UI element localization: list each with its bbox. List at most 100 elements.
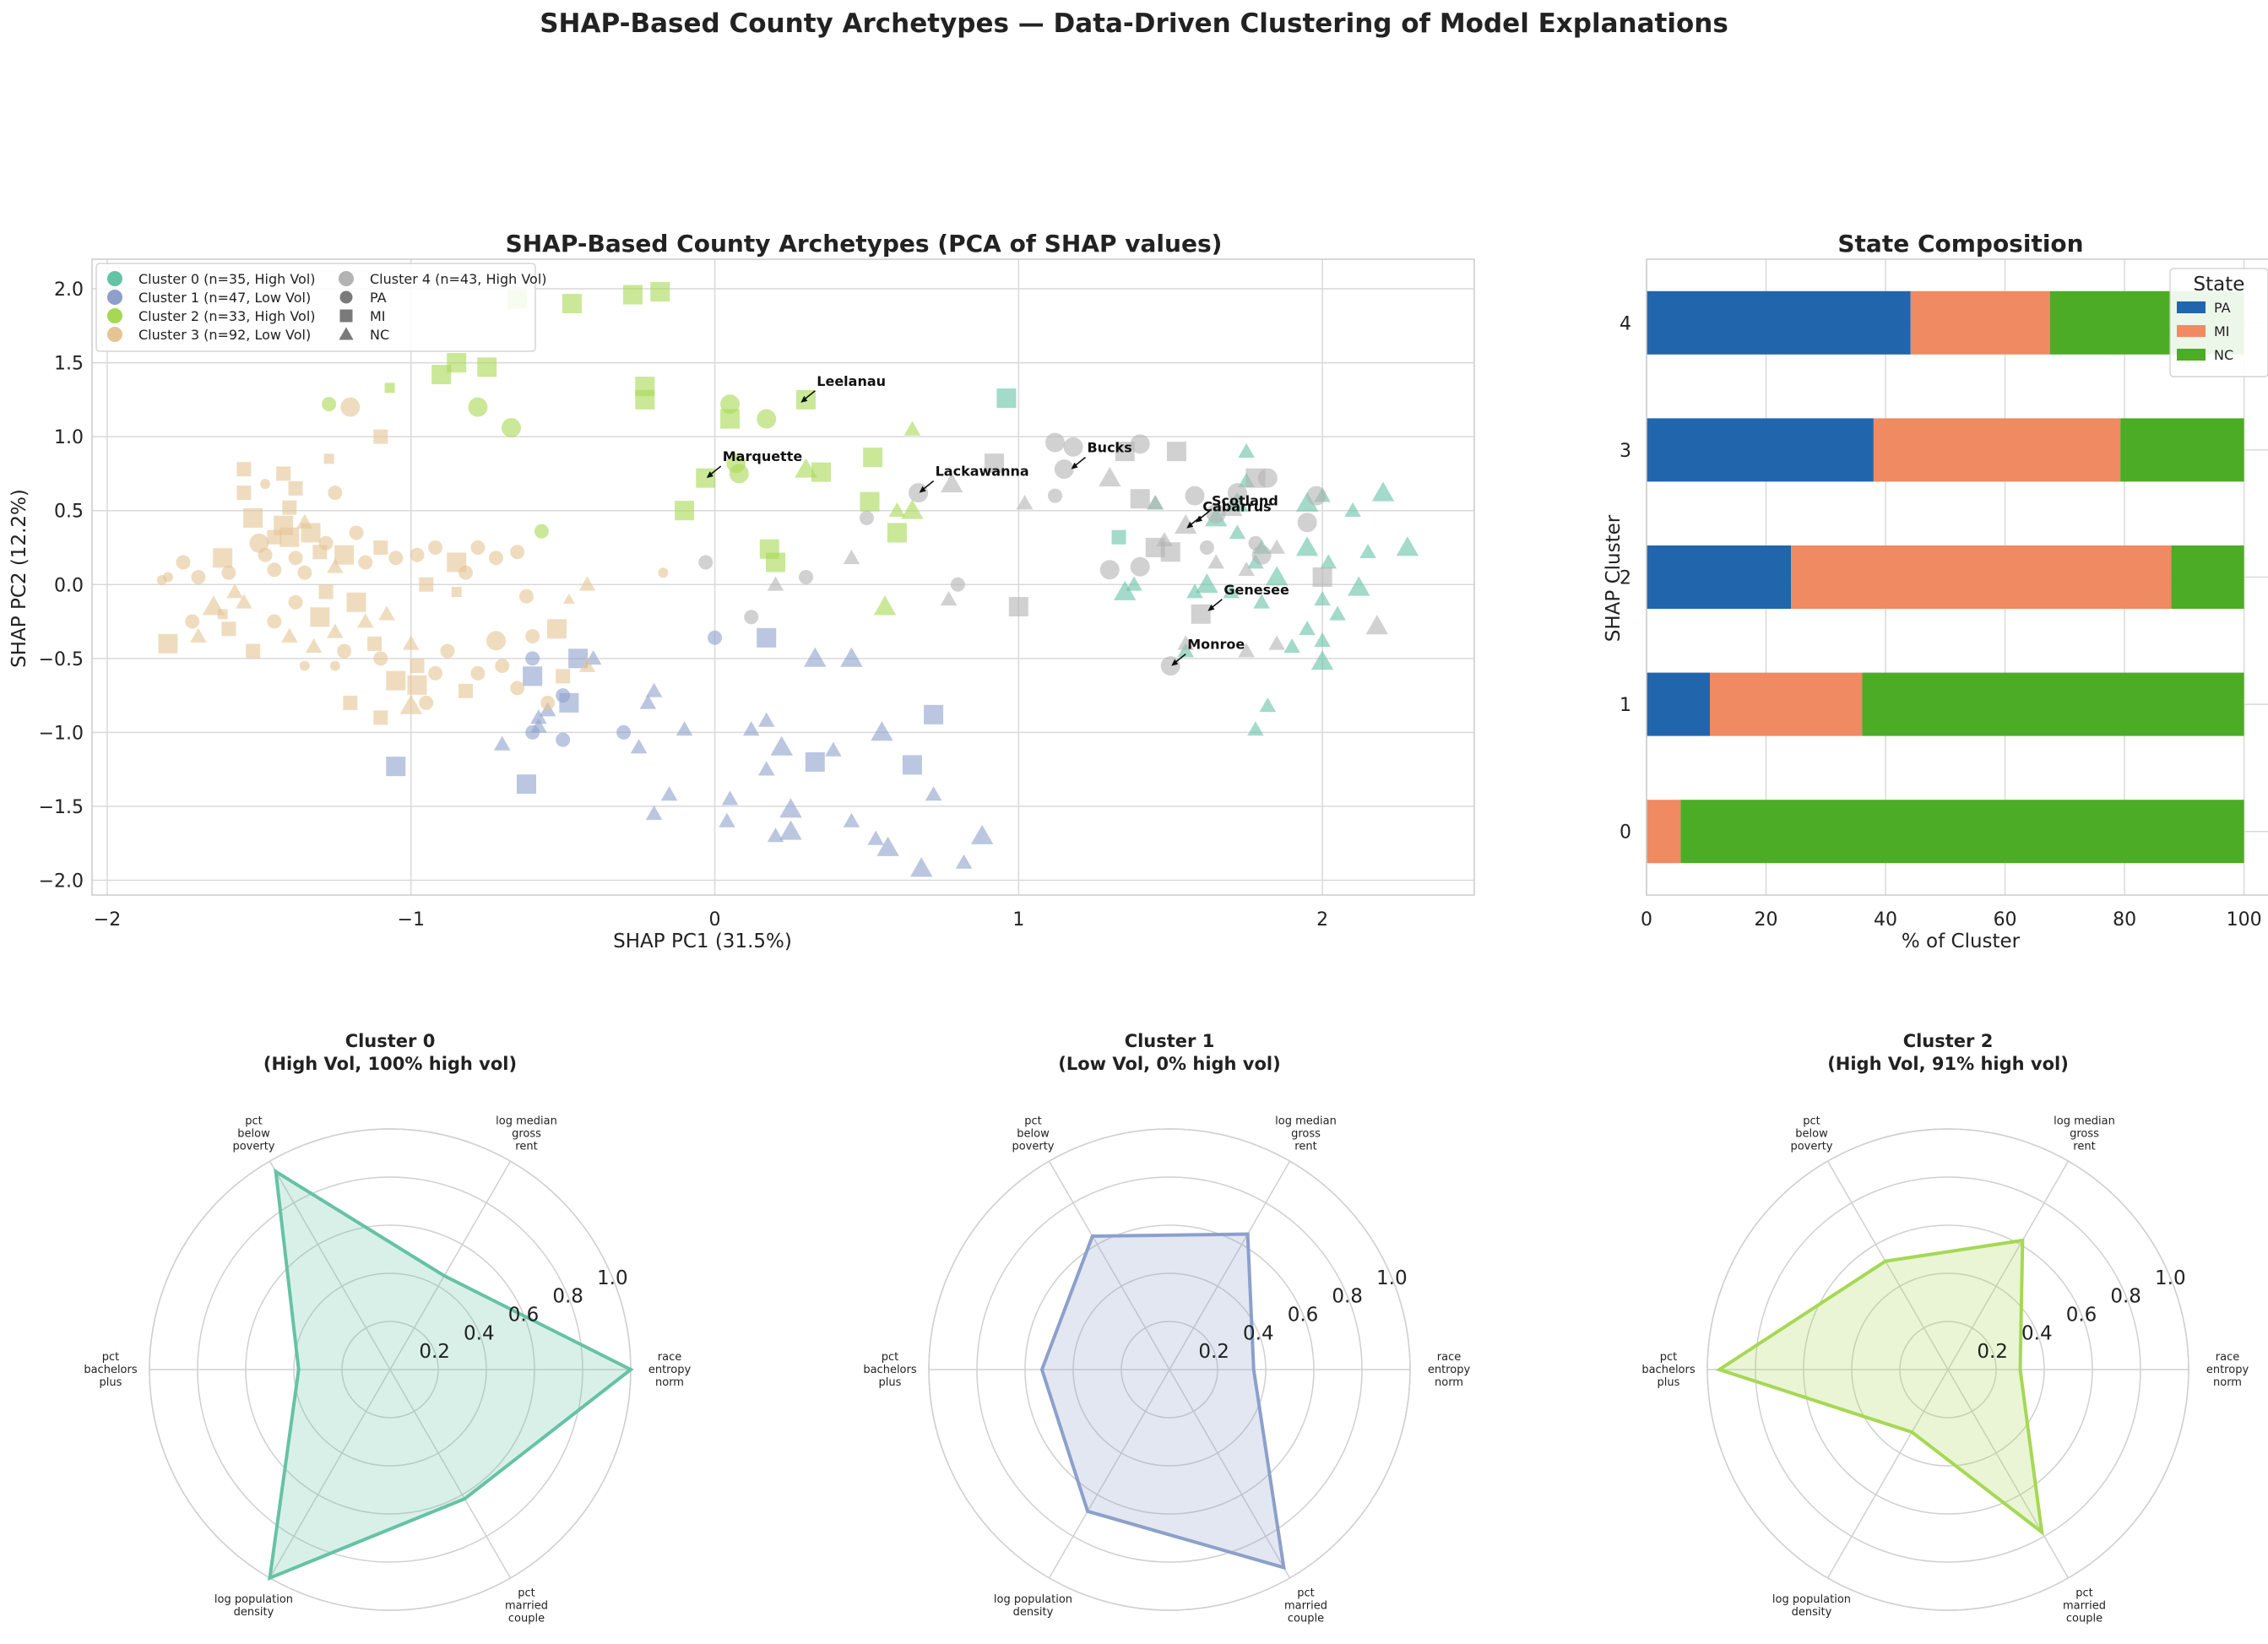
scatter-point <box>419 695 434 710</box>
composition-legend-swatch <box>2177 325 2206 337</box>
scatter-point <box>1314 632 1331 648</box>
scatter-point <box>489 551 504 566</box>
scatter-point <box>447 353 467 373</box>
scatter-point <box>384 383 395 393</box>
composition-xtick-label: 40 <box>1874 909 1897 931</box>
scatter-point <box>696 468 716 488</box>
composition-ticks: 0 20 40 60 80 100 0 1 2 3 4 <box>1620 313 2262 931</box>
composition-bar-segment <box>1910 290 2050 355</box>
composition-xtick-label: 20 <box>1755 909 1778 931</box>
scatter-point <box>556 669 571 684</box>
scatter-point <box>367 636 383 651</box>
scatter-point <box>726 453 746 474</box>
composition-bar-segment <box>1647 290 1911 355</box>
scatter-point <box>1359 543 1376 559</box>
scatter-xtick-label: 1 <box>1012 909 1024 931</box>
scatter-point <box>1283 638 1300 654</box>
composition-bar-segment <box>1647 418 1874 482</box>
scatter-point <box>260 479 271 490</box>
scatter-point <box>1295 491 1319 512</box>
radar-axis-label: poverty <box>1012 1140 1054 1153</box>
composition-xtick-label: 80 <box>2113 909 2136 931</box>
radar-axis-label: density <box>1792 1606 1832 1619</box>
composition-legend-label: MI <box>2214 323 2230 339</box>
scatter-point <box>871 721 893 741</box>
composition-xtick-label: 100 <box>2227 909 2262 931</box>
scatter-annotations: Leelanau Marquette Lackawanna Bucks Scotland… <box>706 373 1289 666</box>
scatter-point <box>676 721 693 736</box>
scatter-point <box>779 820 802 840</box>
scatter-point <box>447 552 467 572</box>
legend-label: PA <box>370 290 387 306</box>
composition-ylabel: SHAP Cluster <box>1603 514 1625 642</box>
radar-rtick-label: 0.4 <box>464 1322 495 1344</box>
radar-spoke <box>389 1160 512 1370</box>
radar-axis-label: below <box>1017 1127 1050 1140</box>
scatter-point <box>1196 573 1218 594</box>
radar-axis-label: poverty <box>1790 1140 1832 1153</box>
scatter-point <box>1008 597 1028 617</box>
radar-panel-cluster-1: Cluster 1 (Low Vol, 0% high vol) 0.2 0.4 0.6… <box>863 1031 1470 1625</box>
scatter-point <box>470 540 486 555</box>
scatter-point <box>578 576 596 591</box>
radar-axis-label: norm <box>655 1376 684 1389</box>
radar-title-line: Cluster 0 <box>345 1031 436 1051</box>
radar-rtick-label: 0.4 <box>1243 1322 1274 1344</box>
radar-axis-label: log population <box>214 1593 293 1606</box>
scatter-point <box>950 577 965 592</box>
radar-axis-label: rent <box>2073 1140 2095 1153</box>
radar-rtick-label: 0.4 <box>2021 1322 2053 1344</box>
composition-xlabel: % of Cluster <box>1902 931 2021 952</box>
radar-rtick-label: 0.8 <box>2110 1286 2141 1308</box>
scatter-point <box>804 647 827 667</box>
scatter-point <box>243 507 263 528</box>
scatter-point <box>779 798 802 818</box>
scatter-ytick-label: −2.0 <box>39 871 84 892</box>
scatter-point <box>386 670 406 691</box>
scatter-point <box>288 551 303 566</box>
composition-ytick-label: 2 <box>1620 568 1631 589</box>
radar-spoke <box>1826 1160 1949 1370</box>
scatter-point <box>349 525 364 540</box>
scatter-point <box>757 761 775 776</box>
scatter-point <box>493 735 511 751</box>
scatter-point <box>1191 604 1211 624</box>
scatter-point <box>410 659 425 674</box>
scatter-point <box>407 675 427 695</box>
scatter-point <box>1130 556 1150 577</box>
radar-spoke <box>1947 1369 2070 1579</box>
radar-axis-label: plus <box>1658 1376 1680 1389</box>
scatter-point <box>1253 594 1270 609</box>
scatter-point <box>811 462 831 482</box>
scatter-point <box>1344 502 1361 518</box>
radar-axis-label: log median <box>496 1115 557 1127</box>
scatter-ticks: −2 −1 0 1 2 −2.0 −1.5 −1.0 −0.5 0.0 0.5 1.0 1.5 2.0 <box>39 279 1329 931</box>
scatter-point <box>1238 643 1255 658</box>
radar-axis-label: plus <box>100 1376 122 1389</box>
radar-title-line: (High Vol, 91% high vol) <box>1827 1054 2069 1074</box>
scatter-point <box>358 555 373 570</box>
scatter-ytick-label: 0.5 <box>54 502 84 523</box>
scatter-xtick-label: −1 <box>398 909 425 931</box>
scatter-point <box>470 665 486 681</box>
scatter-point <box>1099 466 1121 487</box>
scatter-point <box>568 648 589 669</box>
radar-axis-label: pct <box>1660 1351 1678 1364</box>
radar-axis-label: race <box>2216 1351 2239 1364</box>
radar-axis-label: rent <box>1294 1140 1316 1153</box>
radar-rtick-label: 1.0 <box>597 1267 628 1289</box>
scatter-point <box>323 453 334 464</box>
scatter-point <box>940 590 958 606</box>
composition-legend-label: PA <box>2214 300 2231 316</box>
scatter-point <box>1126 576 1142 591</box>
scatter-point <box>510 681 525 696</box>
radar-axis-label: bachelors <box>84 1364 138 1376</box>
scatter-point <box>721 790 739 806</box>
scatter-point <box>318 584 334 600</box>
radar-spoke <box>389 1369 512 1579</box>
scatter-point <box>236 486 252 501</box>
radar-axis-label: plus <box>879 1376 902 1389</box>
radar-axis-label: pct <box>1297 1587 1315 1600</box>
scatter-points <box>156 282 1419 877</box>
